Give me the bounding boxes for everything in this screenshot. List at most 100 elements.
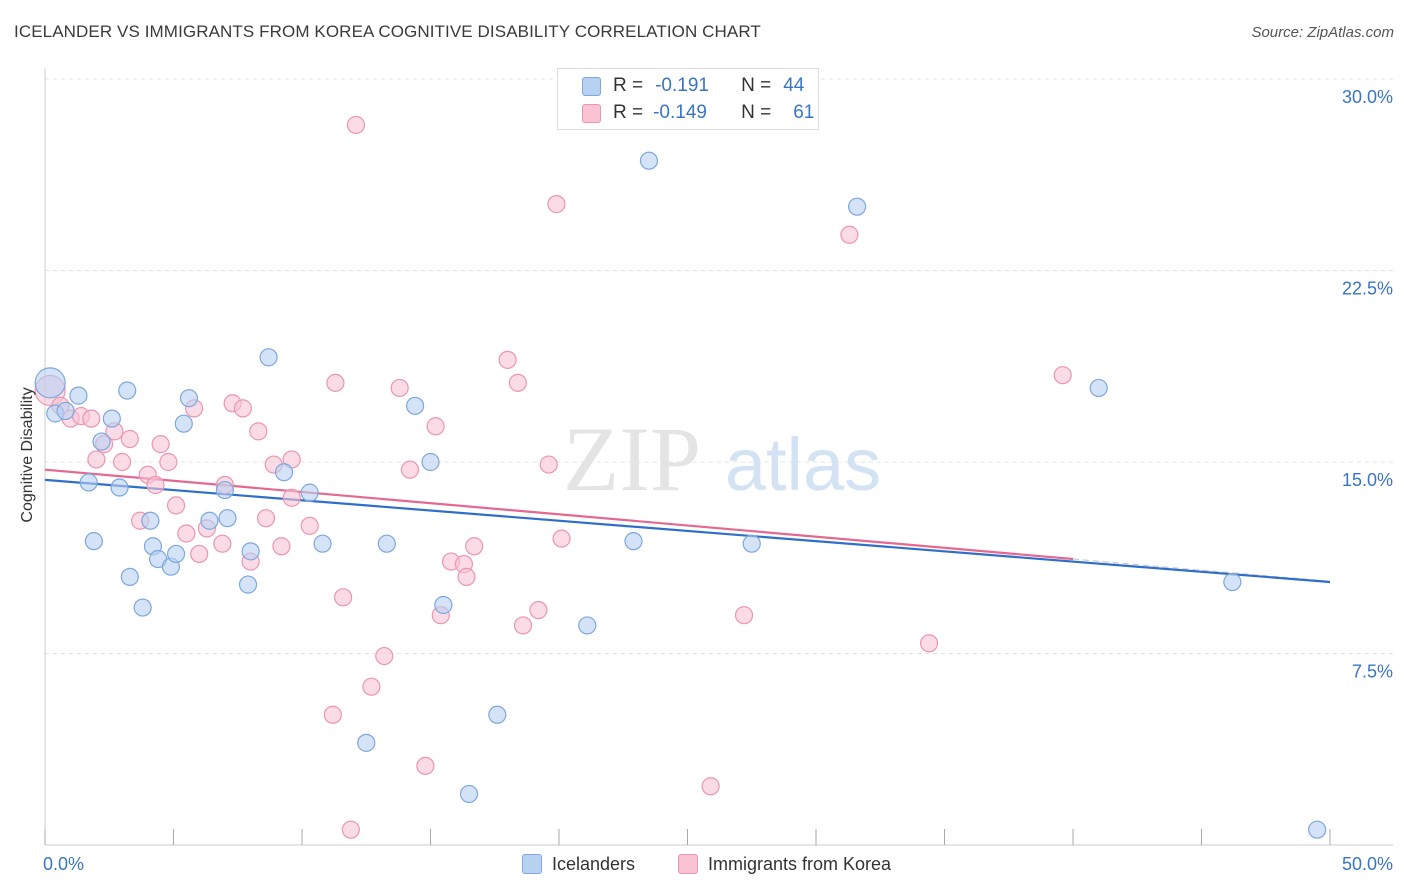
point-korea (177, 524, 196, 543)
point-korea (400, 460, 420, 479)
point-korea (166, 496, 186, 515)
point-korea (233, 399, 252, 418)
legend-label: Icelanders (552, 853, 636, 874)
point-icelanders (624, 532, 643, 551)
point-korea (256, 509, 276, 528)
legend-swatch-blue (522, 854, 542, 874)
trend-line-icelanders (44, 478, 1331, 584)
point-korea (213, 534, 232, 553)
point-icelanders (141, 511, 160, 530)
legend-r-label: R = (613, 102, 644, 123)
point-icelanders (578, 616, 597, 635)
point-korea (334, 588, 353, 607)
point-icelanders (313, 534, 332, 553)
point-korea (300, 516, 319, 535)
point-korea (120, 429, 139, 449)
watermark-zip: ZIP (563, 408, 701, 510)
data-points (34, 115, 1327, 839)
point-icelanders (218, 509, 237, 528)
point-icelanders (238, 575, 258, 594)
legend-n-label: N = (741, 75, 772, 96)
point-icelanders (174, 414, 193, 433)
point-korea (498, 350, 517, 369)
point-korea (159, 452, 178, 472)
point-korea (390, 378, 409, 398)
point-korea (87, 450, 106, 469)
point-korea (190, 544, 209, 564)
point-icelanders (300, 483, 319, 502)
legend-row-icelanders: R = -0.191 N = 44 (582, 74, 804, 98)
point-korea (734, 606, 754, 625)
point-icelanders (133, 598, 152, 617)
point-icelanders (56, 401, 75, 421)
stats-legend: R = -0.191 N = 44 R = -0.149 N = 61 (557, 68, 819, 130)
legend-n-value: 61 (793, 102, 815, 123)
y-tick-label: 15.0% (1342, 470, 1393, 490)
point-korea (151, 435, 170, 454)
point-korea (416, 756, 435, 775)
tick-labels: 7.5% 15.0% 22.5% 30.0% 0.0% 50.0% (43, 87, 1393, 874)
point-korea (346, 115, 366, 135)
point-korea (272, 537, 291, 556)
legend-r-value: -0.191 (655, 75, 709, 96)
point-icelanders (434, 595, 453, 615)
point-korea (457, 567, 476, 587)
point-korea (82, 409, 101, 428)
legend-item-icelanders: Icelanders (522, 852, 635, 876)
point-icelanders (377, 534, 396, 553)
point-korea (529, 600, 548, 620)
point-korea (426, 417, 445, 436)
point-korea (919, 634, 939, 653)
point-icelanders (34, 367, 66, 399)
point-korea (465, 537, 484, 556)
point-icelanders (166, 544, 186, 564)
point-korea (1053, 366, 1072, 385)
point-icelanders (215, 480, 234, 500)
point-icelanders (118, 381, 137, 400)
point-icelanders (1308, 820, 1327, 839)
y-tick-label: 30.0% (1342, 87, 1393, 107)
point-korea (326, 373, 345, 392)
x-tick-label: 50.0% (1342, 854, 1393, 874)
point-icelanders (488, 705, 507, 724)
point-icelanders (102, 409, 121, 428)
y-tick-label: 22.5% (1342, 279, 1393, 299)
point-icelanders (1223, 572, 1242, 592)
legend-n-value: 44 (783, 75, 805, 96)
point-korea (513, 616, 533, 635)
point-icelanders (421, 452, 440, 472)
point-icelanders (1089, 378, 1108, 398)
point-icelanders (179, 389, 199, 408)
legend-r-value: -0.149 (653, 102, 707, 123)
point-icelanders (459, 784, 479, 804)
legend-r-label: R = (613, 75, 644, 96)
point-korea (323, 705, 342, 724)
point-icelanders (84, 532, 103, 551)
point-icelanders (742, 534, 761, 553)
point-korea (282, 488, 301, 507)
point-korea (112, 452, 132, 472)
point-icelanders (69, 386, 88, 405)
watermark-atlas: atlas (725, 423, 881, 506)
point-icelanders (639, 151, 659, 170)
point-icelanders (200, 511, 219, 530)
point-icelanders (405, 396, 425, 415)
axes (44, 68, 1393, 846)
point-icelanders (259, 348, 278, 367)
point-icelanders (120, 567, 139, 587)
point-icelanders (241, 542, 260, 561)
point-korea (146, 475, 165, 495)
point-korea (539, 455, 558, 474)
legend-swatch-pink (678, 854, 698, 874)
point-korea (840, 225, 859, 244)
point-korea (249, 422, 268, 441)
point-korea (362, 677, 381, 696)
point-icelanders (357, 733, 376, 752)
point-korea (552, 529, 571, 548)
legend-item-korea: Immigrants from Korea (678, 852, 891, 876)
point-icelanders (274, 463, 294, 482)
point-icelanders (848, 197, 867, 216)
legend-row-korea: R = -0.149 N = 61 (582, 101, 814, 125)
legend-swatch-pink (582, 103, 601, 123)
